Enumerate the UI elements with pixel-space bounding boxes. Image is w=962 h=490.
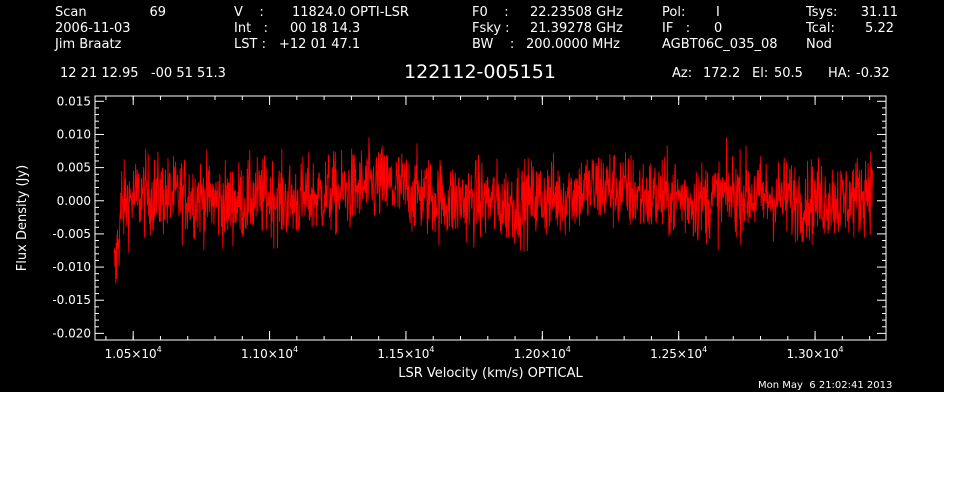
source-coords: 12 21 12.95 -00 51 51.3 — [60, 66, 226, 81]
tcal-value: 5.22 — [865, 21, 894, 36]
lst-value: +12 01 47.1 — [279, 37, 361, 52]
x-tick-exponent: 4 — [702, 345, 707, 354]
ha-label: HA: — [828, 66, 851, 81]
el-value: 50.5 — [774, 66, 803, 81]
y-axis-title: Flux Density (Jy) — [15, 165, 30, 271]
scan-value: 69 — [149, 5, 166, 20]
x-tick-exponent: 4 — [839, 345, 844, 354]
if-value: 0 — [714, 21, 723, 36]
y-tick-label: 0.015 — [57, 94, 91, 108]
az-label: Az: — [672, 66, 693, 81]
x-tick-exponent: 4 — [429, 345, 434, 354]
int-label: Int : — [234, 21, 268, 36]
chart-labels: 0.015 0.010 0.005 0.000 -0.005 -0.010 -0.015 -0… — [15, 94, 844, 381]
x-tick-exponent: 4 — [157, 345, 162, 354]
bw-label: BW : — [472, 37, 515, 52]
y-tick-label: -0.020 — [52, 326, 91, 340]
if-label: IF : — [662, 21, 691, 36]
pol-label: Pol: — [662, 5, 686, 20]
lst-label: LST : — [234, 37, 266, 52]
tcal-label: Tcal: — [806, 21, 835, 36]
x-tick-label: 1.30×104 — [787, 345, 844, 361]
x-tick-label: 1.10×104 — [241, 345, 298, 361]
observer-name: Jim Braatz — [55, 37, 122, 52]
series-line — [113, 137, 873, 284]
pol-value: I — [716, 5, 720, 20]
plot-frame — [94, 95, 887, 341]
project-id: AGBT06C_035_08 — [662, 37, 778, 52]
x-tick-label: 1.15×104 — [377, 345, 434, 361]
x-tick-exponent: 4 — [566, 345, 571, 354]
tsys-label: Tsys: — [806, 5, 838, 20]
int-value: 00 18 14.3 — [290, 21, 361, 36]
az-value: 172.2 — [703, 66, 741, 81]
bw-value: 200.0000 MHz — [526, 37, 620, 52]
el-label: El: — [752, 66, 769, 81]
y-tick-label: -0.005 — [52, 227, 91, 241]
x-tick-label: 1.25×104 — [650, 345, 707, 361]
plot-timestamp: Mon May 6 21:02:41 2013 — [758, 380, 893, 391]
x-tick-exponent: 4 — [293, 345, 298, 354]
f0-value: 22.23508 GHz — [530, 5, 623, 20]
scan-label: Scan — [55, 5, 87, 20]
spectrum-trace — [113, 137, 873, 284]
plot-panel: Scan 69 2006-11-03 Jim Braatz V : 11824.… — [0, 0, 944, 392]
source-name: 122112-005151 — [404, 61, 556, 83]
x-tick-label: 1.20×104 — [514, 345, 571, 361]
obs-mode: Nod — [806, 37, 832, 52]
x-tick-label: 1.05×104 — [105, 345, 162, 361]
fsky-label: Fsky : — [472, 21, 510, 36]
y-tick-label: -0.015 — [52, 293, 91, 307]
y-tick-label: 0.005 — [57, 161, 91, 175]
tsys-value: 31.11 — [860, 5, 898, 20]
fsky-value: 21.39278 GHz — [530, 21, 623, 36]
obs-date: 2006-11-03 — [55, 21, 131, 36]
y-tick-label: -0.010 — [52, 260, 91, 274]
velocity-value: 11824.0 OPTI-LSR — [292, 5, 409, 20]
y-tick-label: 0.000 — [57, 194, 91, 208]
velocity-label: V : — [234, 5, 264, 20]
spectrum-chart: 0.015 0.010 0.005 0.000 -0.005 -0.010 -0.015 -0… — [15, 94, 887, 381]
chart-axes — [94, 95, 887, 341]
y-tick-label: 0.010 — [57, 127, 91, 141]
f0-label: F0 : — [472, 5, 509, 20]
x-axis-title: LSR Velocity (km/s) OPTICAL — [398, 366, 583, 381]
ha-value: -0.32 — [856, 66, 890, 81]
